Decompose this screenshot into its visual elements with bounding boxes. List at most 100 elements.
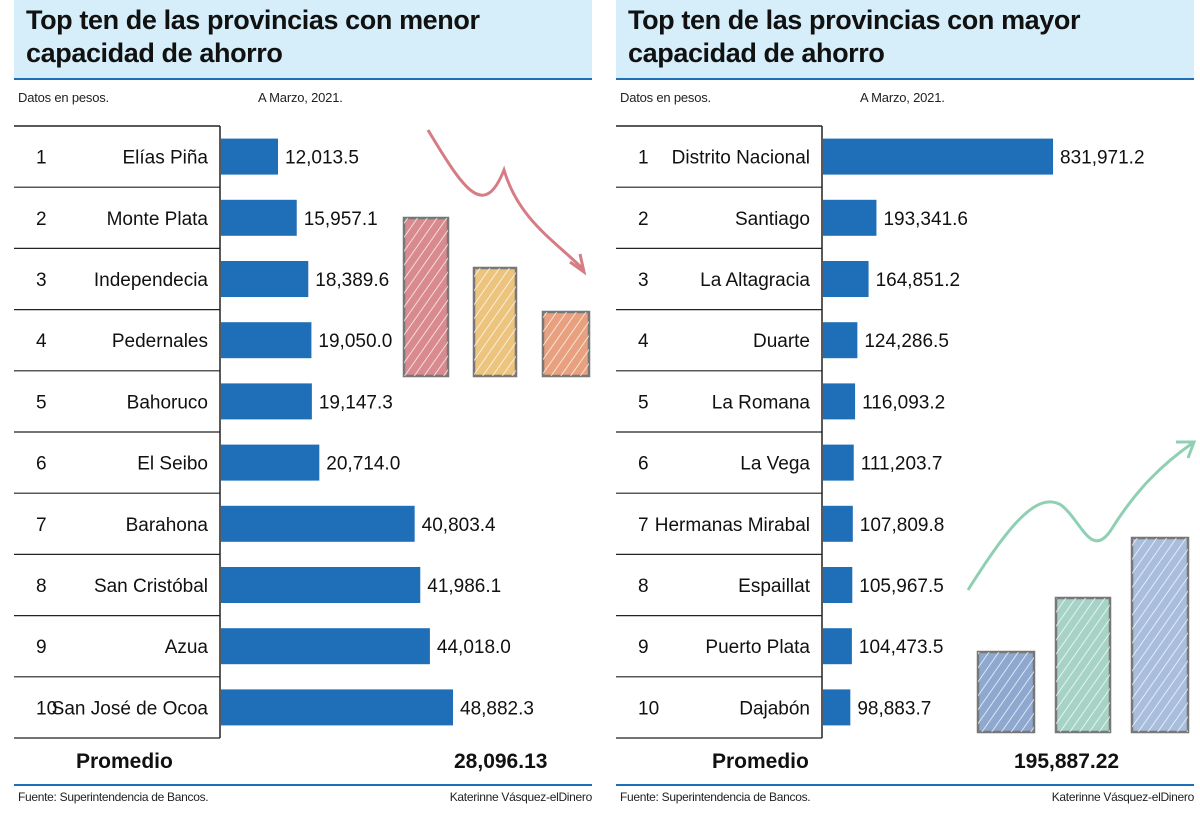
left-rank-label: 4 <box>36 331 47 352</box>
left-chart-panel: Top ten de las provincias con menor capa… <box>14 0 594 832</box>
right-rank-label: 4 <box>638 331 649 352</box>
left-rank-label: 8 <box>36 576 47 597</box>
right-chart-panel: Top ten de las provincias con mayor capa… <box>616 0 1197 832</box>
left-units-note: Datos en pesos. <box>18 90 109 105</box>
left-bar <box>221 689 453 726</box>
right-rank-label: 6 <box>638 454 649 475</box>
right-rank-label: 3 <box>638 270 649 291</box>
right-bar <box>823 322 858 359</box>
right-date-note: A Marzo, 2021. <box>860 90 945 105</box>
right-category-label: Hermanas Mirabal <box>655 515 810 536</box>
left-bar <box>221 444 320 481</box>
left-bar <box>221 322 312 359</box>
left-value-label: 19,147.3 <box>319 392 393 413</box>
right-value-label: 116,093.2 <box>862 392 945 413</box>
right-title-line1: Top ten de las provincias con mayor <box>628 5 1081 35</box>
right-category-label: Santiago <box>735 209 810 230</box>
left-rank-label: 5 <box>36 392 47 413</box>
left-value-label: 12,013.5 <box>285 148 359 169</box>
right-bar <box>823 383 856 420</box>
left-bar <box>221 261 309 297</box>
left-category-label: Azua <box>165 637 209 658</box>
right-category-label: Puerto Plata <box>705 637 810 658</box>
right-bar <box>823 261 869 297</box>
right-rank-label: 7 <box>638 515 649 536</box>
left-rank-label: 2 <box>36 209 47 230</box>
left-category-label: Elías Piña <box>122 148 208 169</box>
up-trend-bars-icon <box>966 440 1197 734</box>
left-category-label: Monte Plata <box>107 209 209 230</box>
left-bottom-rule <box>14 784 592 786</box>
right-promedio-value: 195,887.22 <box>1014 750 1120 773</box>
left-value-label: 44,018.0 <box>437 637 511 658</box>
left-title-line1: Top ten de las provincias con menor <box>26 5 480 35</box>
left-category-label: Pedernales <box>112 331 208 352</box>
right-category-label: Dajabón <box>739 698 810 719</box>
right-value-label: 98,883.7 <box>857 698 931 719</box>
left-value-label: 41,986.1 <box>427 576 501 597</box>
left-category-label: Bahoruco <box>127 392 208 413</box>
right-value-label: 111,203.7 <box>861 454 943 475</box>
right-rank-label: 2 <box>638 209 649 230</box>
left-credit: Katerinne Vásquez-elDinero <box>449 790 593 804</box>
left-rank-label: 7 <box>36 515 47 536</box>
right-bar <box>823 567 853 603</box>
right-credit: Katerinne Vásquez-elDinero <box>1051 790 1195 804</box>
left-bar-chart: 1 Elías Piña 12,013.5 2 Monte Plata 15,957.1 3… <box>14 125 591 739</box>
right-value-label: 105,967.5 <box>859 576 944 597</box>
left-bar <box>221 505 415 542</box>
left-bar <box>221 383 312 420</box>
right-source: Fuente: Superintendencia de Bancos. <box>620 790 811 804</box>
right-category-label: Duarte <box>753 331 810 352</box>
right-promedio-label: Promedio <box>712 750 809 773</box>
right-bar-chart: 1 Distrito Nacional 831,971.2 2 Santiago 193,… <box>616 125 1197 739</box>
left-category-label: Barahona <box>126 515 209 536</box>
down-trend-bars-icon <box>402 129 591 378</box>
left-category-label: San Cristóbal <box>94 576 208 597</box>
left-value-label: 15,957.1 <box>304 209 378 230</box>
left-value-label: 18,389.6 <box>315 270 389 291</box>
left-date-note: A Marzo, 2021. <box>258 90 343 105</box>
left-value-label: 48,882.3 <box>460 698 534 719</box>
right-bar <box>823 199 877 236</box>
right-bottom-rule <box>616 784 1194 786</box>
right-category-label: La Altagracia <box>700 270 810 291</box>
left-rank-label: 10 <box>36 698 57 719</box>
right-rank-label: 8 <box>638 576 649 597</box>
right-category-label: La Romana <box>712 392 811 413</box>
right-value-label: 124,286.5 <box>864 331 949 352</box>
right-value-label: 164,851.2 <box>876 270 961 291</box>
right-bar <box>823 444 854 481</box>
left-promedio-label: Promedio <box>76 750 173 773</box>
right-value-label: 104,473.5 <box>859 637 944 658</box>
right-chart-title: Top ten de las provincias con mayor capa… <box>616 0 1194 80</box>
left-rank-label: 3 <box>36 270 47 291</box>
right-rank-label: 9 <box>638 637 649 658</box>
left-source: Fuente: Superintendencia de Bancos. <box>18 790 209 804</box>
right-value-label: 831,971.2 <box>1060 148 1145 169</box>
right-bar <box>823 138 1054 175</box>
right-bar <box>823 689 851 726</box>
left-bar <box>221 628 430 665</box>
left-bar <box>221 199 297 236</box>
right-category-label: La Vega <box>740 454 810 475</box>
right-value-label: 193,341.6 <box>883 209 968 230</box>
right-rank-label: 5 <box>638 392 649 413</box>
left-chart-title: Top ten de las provincias con menor capa… <box>14 0 592 80</box>
left-category-label: Independecia <box>94 270 209 291</box>
right-category-label: Distrito Nacional <box>672 148 810 169</box>
right-bar <box>823 505 853 542</box>
left-category-label: San José de Ocoa <box>52 698 209 719</box>
right-bar <box>823 628 852 665</box>
right-units-note: Datos en pesos. <box>620 90 711 105</box>
left-rank-label: 1 <box>36 148 47 169</box>
right-category-label: Espaillat <box>738 576 811 597</box>
left-value-label: 40,803.4 <box>422 515 496 536</box>
left-promedio-value: 28,096.13 <box>454 750 548 773</box>
left-category-label: El Seibo <box>137 454 208 475</box>
left-rank-label: 9 <box>36 637 47 658</box>
right-value-label: 107,809.8 <box>860 515 945 536</box>
left-rank-label: 6 <box>36 454 47 475</box>
left-title-line2: capacidad de ahorro <box>26 38 283 68</box>
left-bar <box>221 567 421 603</box>
